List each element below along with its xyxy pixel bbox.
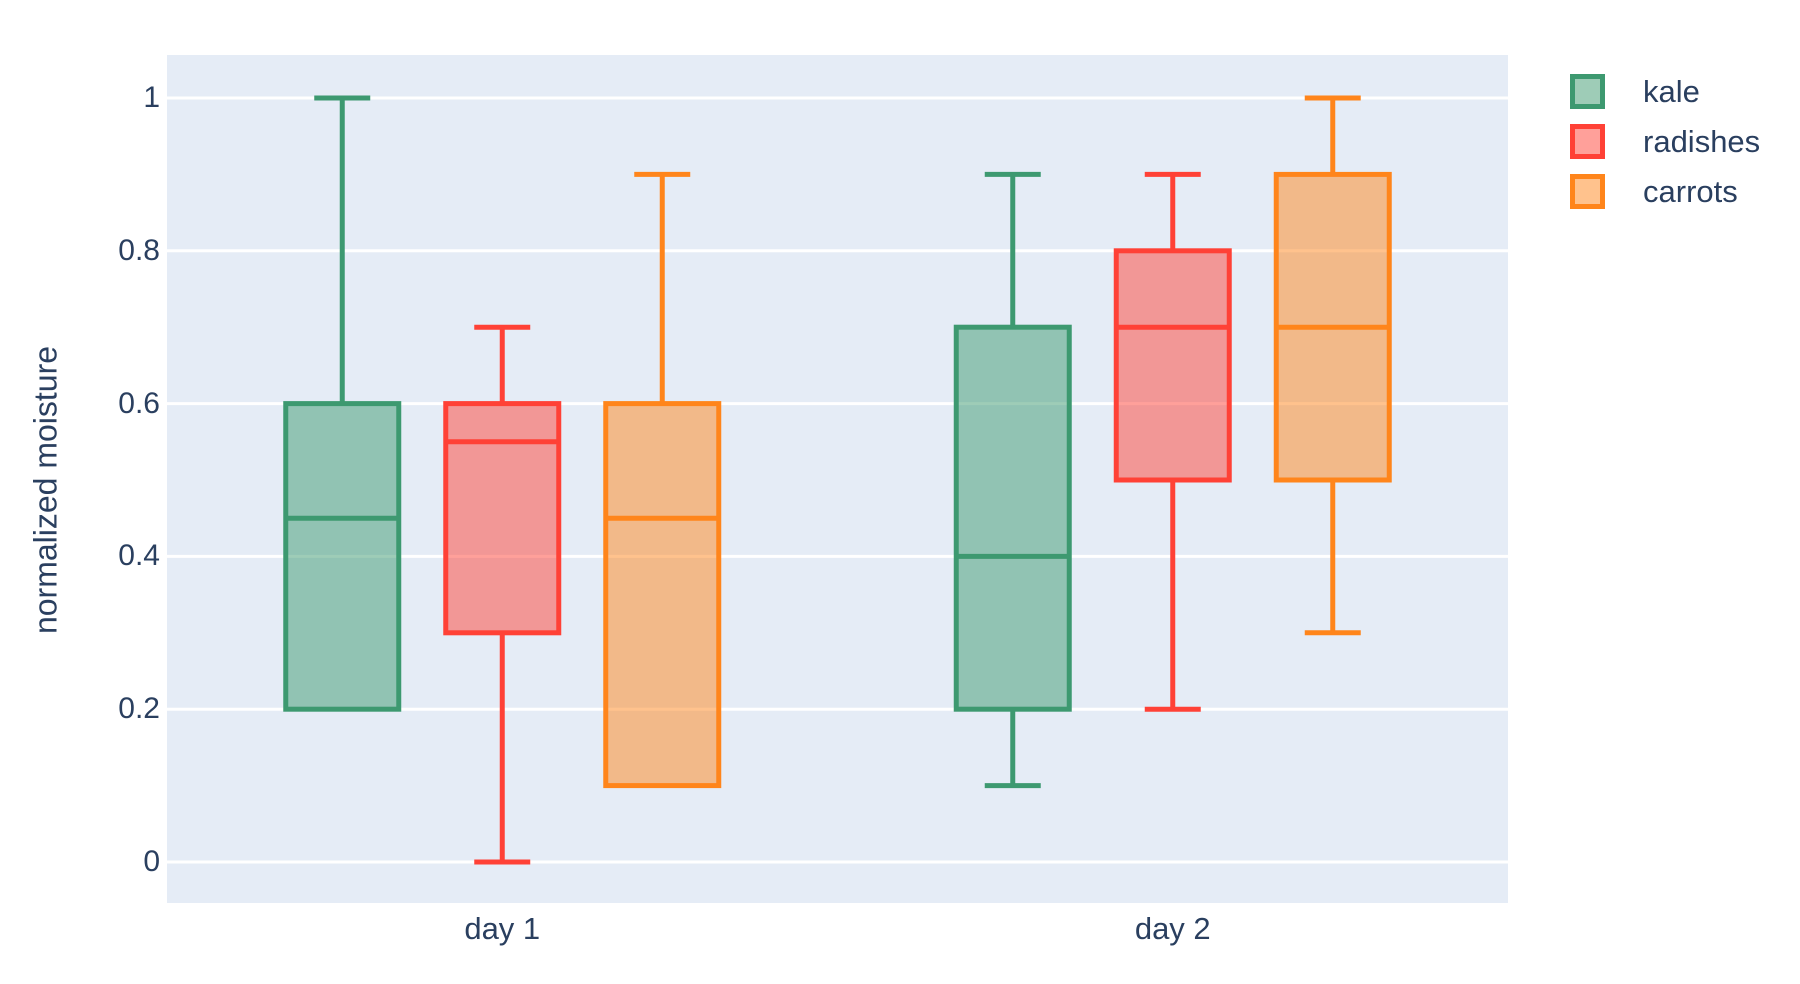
y-tick-label: 0.2 bbox=[118, 692, 160, 726]
y-tick-label: 0.8 bbox=[118, 233, 160, 267]
box-plot-canvas bbox=[167, 95, 1508, 865]
legend-label-carrots: carrots bbox=[1643, 174, 1738, 209]
y-tick-label: 0.6 bbox=[118, 386, 160, 420]
legend-swatch-kale-icon bbox=[1570, 74, 1605, 109]
box-radishes-2 bbox=[1113, 171, 1232, 712]
legend-swatch-carrots-icon bbox=[1570, 174, 1605, 209]
legend-item-carrots[interactable]: carrots bbox=[1570, 174, 1760, 209]
x-tick-label-day-1: day 1 bbox=[464, 911, 541, 946]
y-tick-label: 0.4 bbox=[118, 539, 160, 573]
legend: kale radishes carrots bbox=[1570, 74, 1760, 224]
box-kale-1 bbox=[283, 95, 402, 712]
box-radishes-1 bbox=[443, 324, 562, 865]
box-kale-2 bbox=[953, 171, 1072, 789]
legend-label-kale: kale bbox=[1643, 74, 1700, 109]
legend-label-radishes: radishes bbox=[1643, 124, 1761, 159]
y-tick-label: 1 bbox=[143, 81, 160, 114]
x-tick-label-day-2: day 2 bbox=[1134, 911, 1211, 946]
plot-area bbox=[167, 55, 1508, 903]
box-carrots-1 bbox=[603, 171, 722, 789]
legend-item-radishes[interactable]: radishes bbox=[1570, 124, 1760, 159]
legend-item-kale[interactable]: kale bbox=[1570, 74, 1760, 109]
y-tick-label: 0 bbox=[143, 845, 160, 878]
legend-swatch-radishes-icon bbox=[1570, 124, 1605, 159]
box-carrots-2 bbox=[1273, 95, 1392, 636]
